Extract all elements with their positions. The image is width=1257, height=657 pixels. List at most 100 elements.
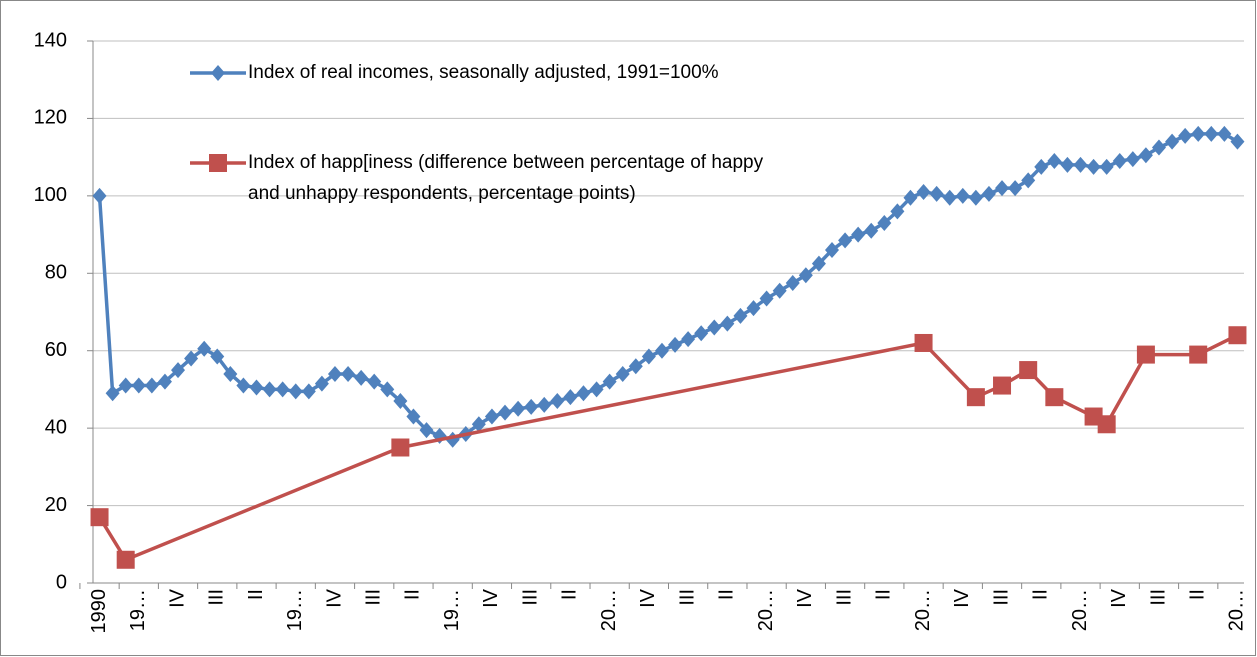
marker: [1125, 151, 1140, 168]
marker: [391, 438, 410, 457]
marker: [301, 383, 316, 400]
marker: [707, 319, 722, 336]
x-tick-label: IV: [480, 588, 502, 608]
marker: [576, 385, 591, 402]
marker: [406, 408, 421, 425]
legend-label: Index of happ[iness (difference between …: [248, 152, 764, 204]
marker: [197, 340, 212, 357]
x-tick-label: III: [206, 589, 228, 606]
marker: [92, 187, 107, 204]
legend-entry: Index of real incomes, seasonally adjust…: [248, 62, 719, 83]
marker: [484, 408, 499, 425]
marker: [118, 377, 133, 394]
x-tick-label: 20…: [912, 589, 934, 631]
marker: [668, 336, 683, 353]
marker: [131, 377, 146, 394]
y-tick-label: 40: [45, 416, 67, 438]
x-tick-label: IV: [1108, 588, 1130, 608]
x-tick-label: III: [1147, 589, 1169, 606]
marker: [995, 180, 1010, 197]
y-tick-label: 120: [34, 107, 67, 129]
legend-label: Index of real incomes, seasonally adjust…: [248, 62, 719, 83]
marker: [1112, 153, 1127, 170]
marker: [184, 350, 199, 367]
marker: [628, 358, 643, 375]
marker: [811, 255, 826, 272]
legend-entry: Index of happ[iness (difference between …: [248, 152, 764, 204]
marker: [733, 307, 748, 324]
marker: [537, 396, 552, 413]
marker: [824, 242, 839, 259]
x-tick-label: 19…: [127, 589, 149, 631]
x-tick-label: 20…: [755, 589, 777, 631]
x-tick-label: IV: [166, 588, 188, 608]
marker: [1047, 153, 1062, 170]
marker: [1086, 158, 1101, 175]
x-tick-label: II: [716, 589, 738, 600]
marker: [314, 375, 329, 392]
marker: [1034, 158, 1049, 175]
marker: [1073, 156, 1088, 173]
marker: [1008, 180, 1023, 197]
marker: [851, 226, 866, 243]
x-tick-label: IV: [637, 588, 659, 608]
marker: [746, 300, 761, 317]
marker: [1138, 147, 1153, 164]
x-tick-label: 19…: [441, 589, 463, 631]
marker: [498, 404, 513, 421]
y-tick-label: 140: [34, 29, 67, 51]
marker: [993, 376, 1012, 395]
marker: [890, 203, 905, 220]
marker: [1217, 125, 1232, 142]
marker: [914, 333, 933, 352]
marker: [171, 362, 186, 379]
marker: [1019, 361, 1038, 380]
marker: [1191, 125, 1206, 142]
marker: [327, 365, 342, 382]
x-tick-label: 20…: [1069, 589, 1091, 631]
marker: [471, 416, 486, 433]
marker: [877, 214, 892, 231]
marker: [602, 373, 617, 390]
marker: [563, 389, 578, 406]
marker: [1136, 345, 1155, 364]
marker: [249, 379, 264, 396]
marker: [981, 185, 996, 202]
series-line: [97, 132, 1239, 442]
marker: [116, 550, 135, 569]
marker: [968, 189, 983, 206]
marker: [1097, 415, 1116, 434]
marker: [393, 393, 408, 410]
marker: [785, 274, 800, 291]
marker: [511, 400, 526, 417]
marker: [1151, 139, 1166, 156]
x-tick-label: II: [402, 589, 424, 600]
marker: [419, 422, 434, 439]
x-tick-label: II: [1030, 589, 1052, 600]
marker: [236, 377, 251, 394]
marker: [615, 365, 630, 382]
x-tick-label: II: [245, 589, 267, 600]
marker: [1021, 172, 1036, 189]
marker: [966, 388, 985, 407]
marker: [772, 282, 787, 299]
marker: [838, 232, 853, 249]
marker: [1099, 158, 1114, 175]
x-tick-label: 20…: [1226, 589, 1248, 631]
marker: [720, 315, 735, 332]
y-tick-label: 20: [45, 494, 67, 516]
marker: [1230, 133, 1245, 150]
marker: [1045, 388, 1064, 407]
x-tick-label: 20…: [598, 589, 620, 631]
marker: [1189, 345, 1208, 364]
marker: [641, 348, 656, 365]
marker: [524, 398, 539, 415]
legend-marker: [209, 154, 227, 172]
marker: [759, 290, 774, 307]
marker: [1060, 156, 1075, 173]
marker: [942, 189, 957, 206]
marker: [288, 383, 303, 400]
marker: [955, 187, 970, 204]
y-tick-label: 0: [56, 571, 67, 593]
